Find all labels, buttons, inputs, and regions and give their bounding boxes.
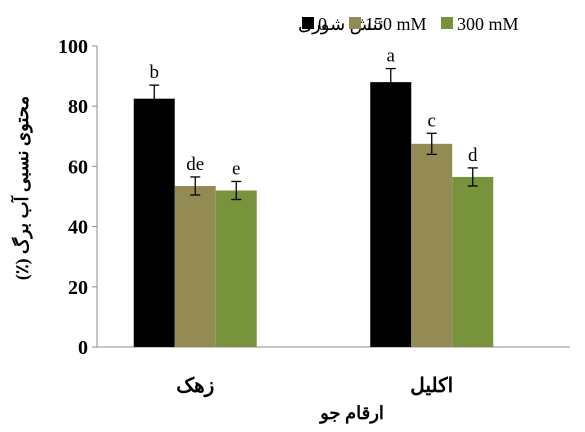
significance-letter: b [150,62,160,83]
error-bar [149,84,160,113]
bar [452,176,494,347]
error-bar [231,180,242,201]
bars: b de e a c d [133,46,494,348]
bar [370,82,412,348]
bar [411,143,453,347]
significance-letter: c [428,110,436,131]
legend-label-300: 300 mM [457,14,519,34]
x-axis-label: ارقام جو [318,403,384,424]
legend-title: تنش شوری [298,14,383,35]
y-tick-label: 100 [58,36,88,58]
legend: تنش شوری 0 150 mM 300 mM [298,14,519,35]
y-tick-label: 60 [68,156,88,178]
error-bar [385,67,396,97]
bar [133,98,175,347]
legend-swatch-0 [302,17,314,29]
error-bar [467,167,478,187]
significance-letter: de [186,154,204,175]
significance-letter: e [232,158,240,179]
y-tick-label: 0 [78,337,88,359]
axes: 0 20 40 60 80 100 [58,36,570,359]
legend-swatch-150 [349,17,361,29]
x-category-label: زهک [176,375,214,398]
legend-swatch-300 [441,17,453,29]
bar [215,190,257,347]
legend-label-150: 150 mM [365,14,427,34]
legend-label-0: 0 [318,14,327,34]
x-category-label: اکلیل [410,375,453,397]
category-labels: زهک اکلیل [176,375,453,398]
y-tick-label: 20 [68,277,88,299]
error-bar [190,176,201,196]
y-tick-label: 40 [68,217,88,239]
significance-letter: d [468,145,478,166]
bar [174,185,216,347]
y-tick-label: 80 [68,96,88,118]
error-bar [426,132,437,156]
significance-letter: a [387,46,396,67]
y-axis-label: محتوی نسبی آب برگ (٪) [10,96,33,280]
